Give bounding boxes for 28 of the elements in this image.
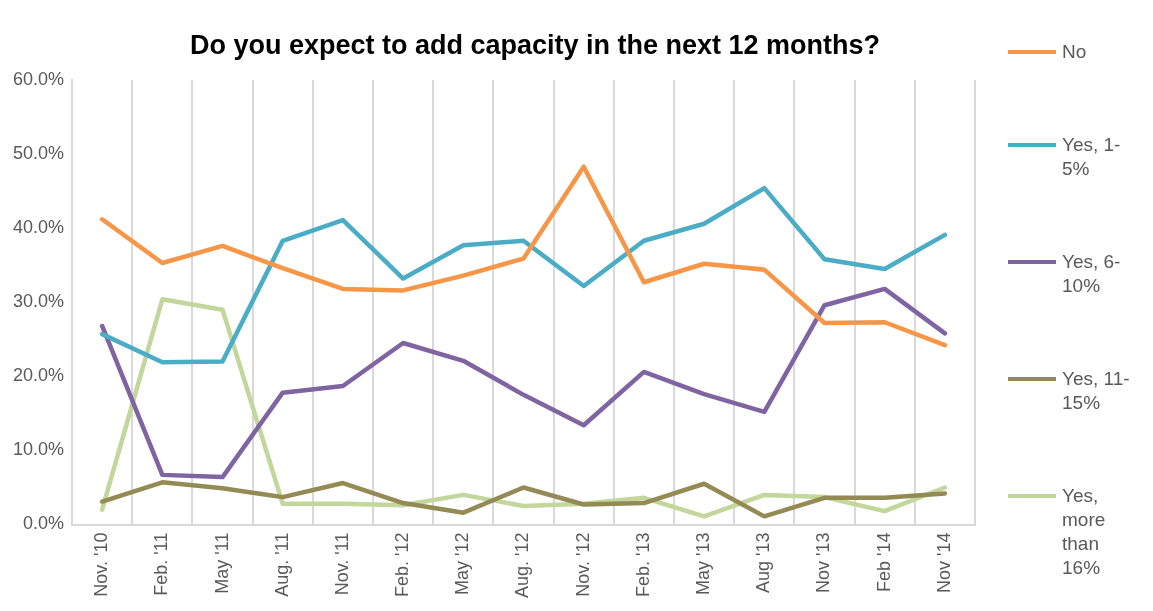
legend-label: Yes, 6-10%	[1062, 250, 1122, 298]
x-tick-label: Nov. '11	[331, 532, 352, 596]
x-tick-label: Feb. '12	[392, 532, 413, 597]
x-tick-label: Feb. '11	[151, 532, 172, 596]
x-tick-label: Nov. '12	[572, 532, 593, 597]
y-tick-label: 60.0%	[12, 68, 65, 89]
legend-label: Yes, more than 16%	[1062, 484, 1107, 580]
x-tick-label: Feb '14	[873, 532, 894, 592]
x-tick-label: Feb. '13	[632, 532, 653, 597]
x-tick-label: Aug. '12	[512, 532, 533, 599]
x-tick-label: May '13	[693, 532, 714, 595]
x-tick-label: Nov '13	[813, 532, 834, 593]
x-tick-label: Nov '14	[933, 532, 954, 593]
y-tick-label: 10.0%	[12, 439, 65, 460]
y-tick-label: 40.0%	[12, 217, 65, 238]
y-tick-label: 30.0%	[12, 291, 65, 312]
legend-label: No	[1062, 40, 1088, 64]
x-tick-label: May '12	[452, 532, 473, 595]
x-tick-label: May '11	[211, 532, 232, 594]
x-tick-label: Aug. '11	[271, 532, 292, 597]
legend-label: Yes, 1-5%	[1062, 133, 1122, 181]
legend-label: Yes, 11-15%	[1062, 367, 1131, 415]
y-tick-label: 50.0%	[12, 143, 65, 164]
chart-title: Do you expect to add capacity in the next 12 months?	[188, 30, 882, 61]
x-tick-label: Nov. '10	[91, 532, 112, 597]
x-tick-label: Aug '13	[753, 532, 774, 594]
y-tick-label: 0.0%	[23, 513, 65, 534]
y-tick-label: 20.0%	[12, 365, 65, 386]
